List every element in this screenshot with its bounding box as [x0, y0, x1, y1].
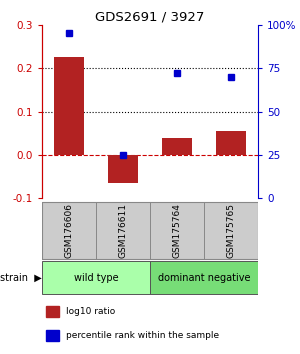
Bar [150, 202, 204, 259]
Bar [42, 202, 258, 259]
Bar [216, 131, 246, 155]
Bar [150, 261, 258, 294]
Bar [108, 155, 138, 183]
Text: log10 ratio: log10 ratio [66, 307, 115, 316]
Bar [96, 202, 150, 259]
Bar [46, 306, 59, 317]
Bar [162, 138, 192, 155]
Text: percentile rank within the sample: percentile rank within the sample [66, 331, 219, 340]
Text: GSM176611: GSM176611 [118, 203, 127, 258]
Bar [204, 202, 258, 259]
Bar [54, 57, 84, 155]
Bar [46, 330, 59, 341]
Text: GSM176606: GSM176606 [64, 203, 74, 258]
Title: GDS2691 / 3927: GDS2691 / 3927 [95, 11, 205, 24]
Text: dominant negative: dominant negative [158, 273, 250, 282]
Text: GSM175764: GSM175764 [172, 203, 182, 258]
Text: wild type: wild type [74, 273, 118, 282]
Text: GSM175765: GSM175765 [226, 203, 236, 258]
Bar [42, 202, 96, 259]
Text: strain  ▶: strain ▶ [0, 273, 42, 282]
Bar [42, 261, 150, 294]
